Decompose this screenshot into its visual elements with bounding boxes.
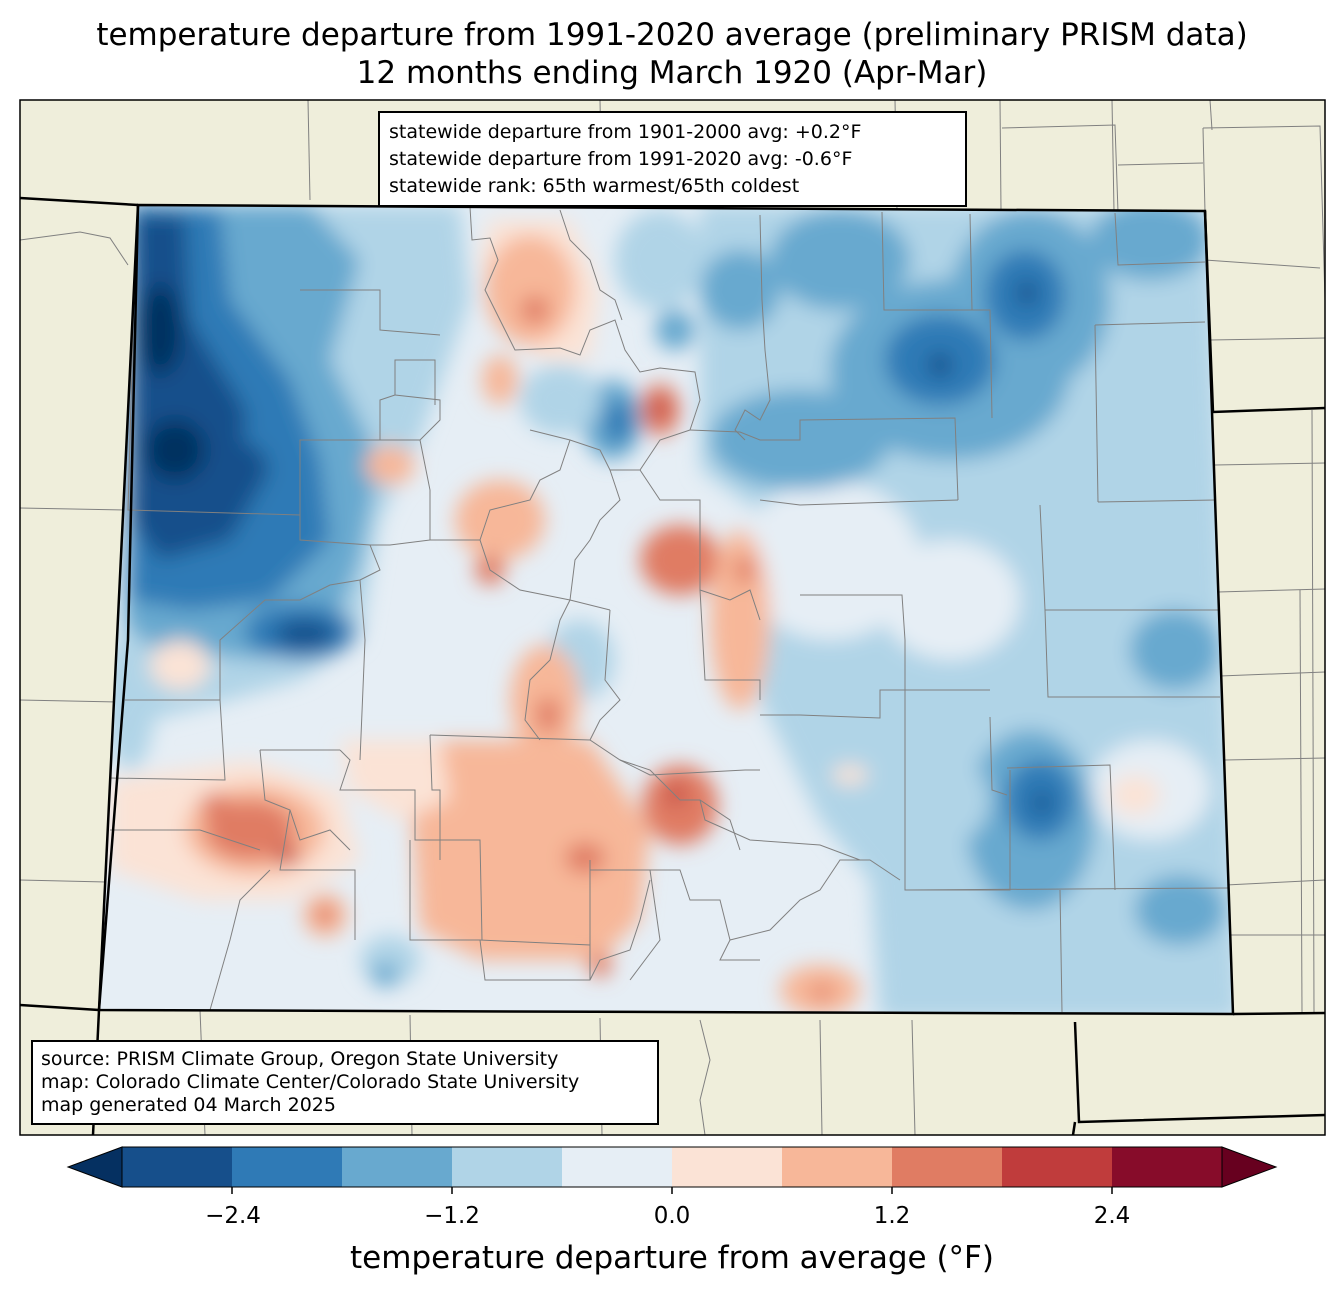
colorbar-tick-label: −1.2 [424,1203,480,1229]
colorbar-segment [892,1147,1003,1187]
colorbar-tick-label: 2.4 [1093,1203,1131,1229]
source-box: source: PRISM Climate Group, Oregon Stat… [31,1040,659,1125]
colorbar-segment [342,1147,453,1187]
colorbar-tick-label: 0.0 [653,1203,691,1229]
stat-rank: statewide rank: 65th warmest/65th coldes… [389,175,800,197]
colorbar-segment [1112,1147,1223,1187]
colorbar-segment [782,1147,893,1187]
colorbar-tick-label: −2.4 [205,1203,261,1229]
statewide-stats-box: statewide departure from 1901-2000 avg: … [378,111,967,207]
colorbar [66,1146,1278,1194]
source-line: source: PRISM Climate Group, Oregon Stat… [41,1048,559,1070]
colorbar-segment [672,1147,783,1187]
stat-departure-1901-2000: statewide departure from 1901-2000 avg: … [389,121,862,143]
colorbar-segment [1002,1147,1113,1187]
map-title-line2: 12 months ending March 1920 (Apr-Mar) [356,55,988,91]
map-frame [19,99,1326,1136]
colorbar-label: temperature departure from average (°F) [350,1240,994,1276]
map-credit-line: map: Colorado Climate Center/Colorado St… [41,1071,580,1093]
colorbar-tick-label: 1.2 [873,1203,911,1229]
colorbar-segment [232,1147,343,1187]
colorbar-segment [562,1147,673,1187]
generated-date-line: map generated 04 March 2025 [41,1094,336,1116]
colorbar-extend-low [66,1146,123,1188]
stat-departure-1991-2020: statewide departure from 1991-2020 avg: … [389,148,853,170]
state-borders [20,196,1325,1135]
temperature-departure-field [99,205,1233,1014]
colorado-county-lines [109,205,1229,1013]
map-title-line1: temperature departure from 1991-2020 ave… [96,17,1248,53]
colorbar-extend-high [1221,1146,1278,1188]
colorbar-segment [122,1147,233,1187]
colorbar-segment [452,1147,563,1187]
